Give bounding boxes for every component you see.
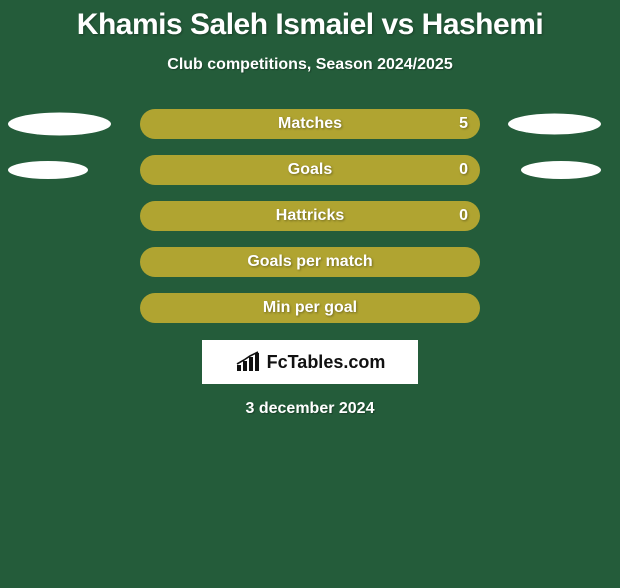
player-ellipse-right bbox=[521, 161, 601, 179]
player-ellipse-left bbox=[8, 161, 88, 179]
stat-bar: Min per goal bbox=[140, 293, 480, 323]
stat-label: Hattricks bbox=[276, 207, 344, 225]
stat-bar: Goals per match bbox=[140, 247, 480, 277]
bar-chart-icon bbox=[235, 351, 263, 373]
stat-label: Goals bbox=[288, 161, 332, 179]
stat-row: Matches 5 bbox=[0, 106, 620, 142]
page-title: Khamis Saleh Ismaiel vs Hashemi bbox=[0, 8, 620, 42]
stat-row: Goals 0 bbox=[0, 152, 620, 188]
stat-row: Hattricks 0 bbox=[0, 198, 620, 234]
stat-value: 0 bbox=[459, 161, 468, 179]
player-ellipse-left bbox=[8, 113, 111, 136]
stat-rows: Matches 5 Goals 0 Hattricks 0 Goals per match M… bbox=[0, 106, 620, 326]
stat-label: Matches bbox=[278, 115, 342, 133]
stat-row: Goals per match bbox=[0, 244, 620, 280]
stat-bar: Goals 0 bbox=[140, 155, 480, 185]
stat-label: Goals per match bbox=[247, 253, 372, 271]
stat-value: 0 bbox=[459, 207, 468, 225]
logo-box: FcTables.com bbox=[202, 340, 418, 384]
subtitle: Club competitions, Season 2024/2025 bbox=[0, 56, 620, 74]
stat-label: Min per goal bbox=[263, 299, 357, 317]
logo-text: FcTables.com bbox=[267, 352, 386, 373]
stat-bar: Hattricks 0 bbox=[140, 201, 480, 231]
date-label: 3 december 2024 bbox=[0, 400, 620, 418]
player-ellipse-right bbox=[508, 114, 601, 135]
stat-value: 5 bbox=[459, 115, 468, 133]
stat-row: Min per goal bbox=[0, 290, 620, 326]
stat-bar: Matches 5 bbox=[140, 109, 480, 139]
